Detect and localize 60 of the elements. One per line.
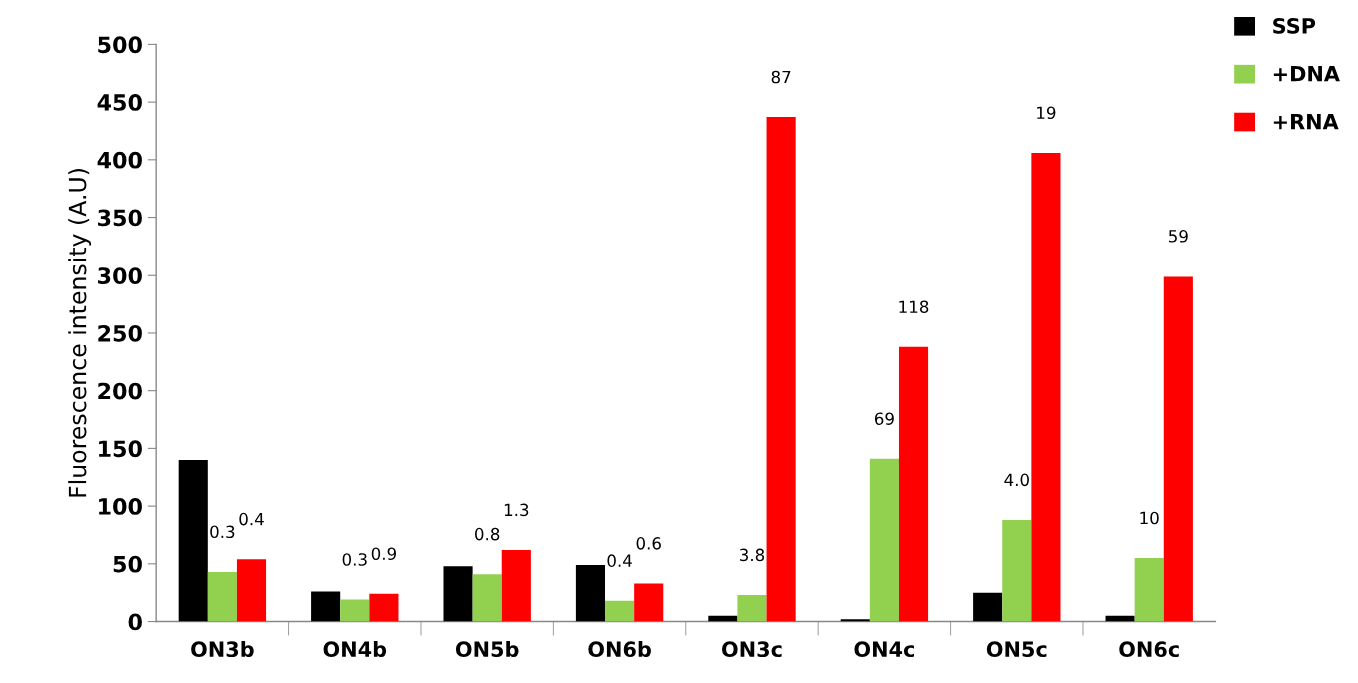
bar (207, 571, 237, 622)
x-tick-label: ON6c (1119, 641, 1179, 658)
bar (1031, 152, 1061, 622)
legend-label: +RNA (1273, 113, 1339, 130)
annotation: 0.4 (607, 554, 632, 567)
annotation: 0.4 (239, 512, 264, 526)
annotation: 0.6 (636, 537, 661, 550)
bar (898, 346, 929, 622)
bar (1163, 276, 1193, 622)
bar (501, 549, 531, 622)
legend-label: +DNA (1273, 66, 1340, 82)
y-tick-label: 500 (98, 36, 142, 54)
annotation: 118 (899, 300, 929, 314)
annotation: 0.8 (475, 527, 500, 541)
annotation: 1.3 (504, 503, 529, 517)
legend-label: SSP (1273, 17, 1316, 34)
bar (236, 559, 267, 622)
y-tick-label: 300 (98, 267, 142, 285)
bar (869, 458, 899, 622)
annotation: 4.0 (1004, 473, 1029, 487)
annotation: 87 (771, 70, 791, 84)
x-tick-label: ON6b (588, 640, 651, 658)
y-tick-label: 50 (113, 555, 142, 573)
bar (973, 592, 1003, 622)
annotation: 59 (1169, 230, 1188, 243)
y-axis-title: Fluorescence intensity (A.U) (68, 169, 92, 497)
y-tick-label: 450 (97, 94, 142, 111)
bar (472, 574, 502, 622)
y-tick-label: 350 (98, 209, 142, 227)
y-tick-label: 250 (98, 324, 142, 342)
bar (575, 564, 606, 622)
annotation: 0.3 (210, 525, 235, 539)
bar (634, 583, 664, 622)
bar (178, 459, 208, 622)
annotation: 19 (1037, 106, 1056, 120)
bar (311, 591, 341, 622)
x-tick-label: ON5c (986, 641, 1047, 658)
annotation: 0.3 (342, 553, 367, 566)
y-tick-label: 0 (128, 613, 142, 631)
annotation: 69 (874, 412, 894, 425)
annotation: 0.9 (371, 547, 396, 561)
bar (737, 594, 767, 622)
x-tick-label: ON4c (854, 641, 914, 658)
bar (1134, 558, 1164, 622)
bar (369, 593, 399, 622)
bar (443, 566, 473, 622)
bar (340, 599, 370, 622)
x-tick-label: ON5b (455, 640, 519, 658)
y-tick-label: 400 (97, 151, 142, 169)
annotation: 10 (1140, 511, 1159, 525)
y-tick-label: 150 (99, 440, 142, 458)
x-tick-label: ON4b (323, 640, 387, 658)
bar (605, 600, 635, 622)
x-tick-label: ON3c (722, 641, 782, 658)
annotation: 3.8 (740, 548, 765, 562)
bar (1002, 519, 1032, 622)
x-tick-label: ON3b (191, 640, 254, 658)
bar (766, 117, 796, 622)
y-tick-label: 200 (98, 382, 142, 400)
y-tick-label: 100 (99, 498, 142, 515)
